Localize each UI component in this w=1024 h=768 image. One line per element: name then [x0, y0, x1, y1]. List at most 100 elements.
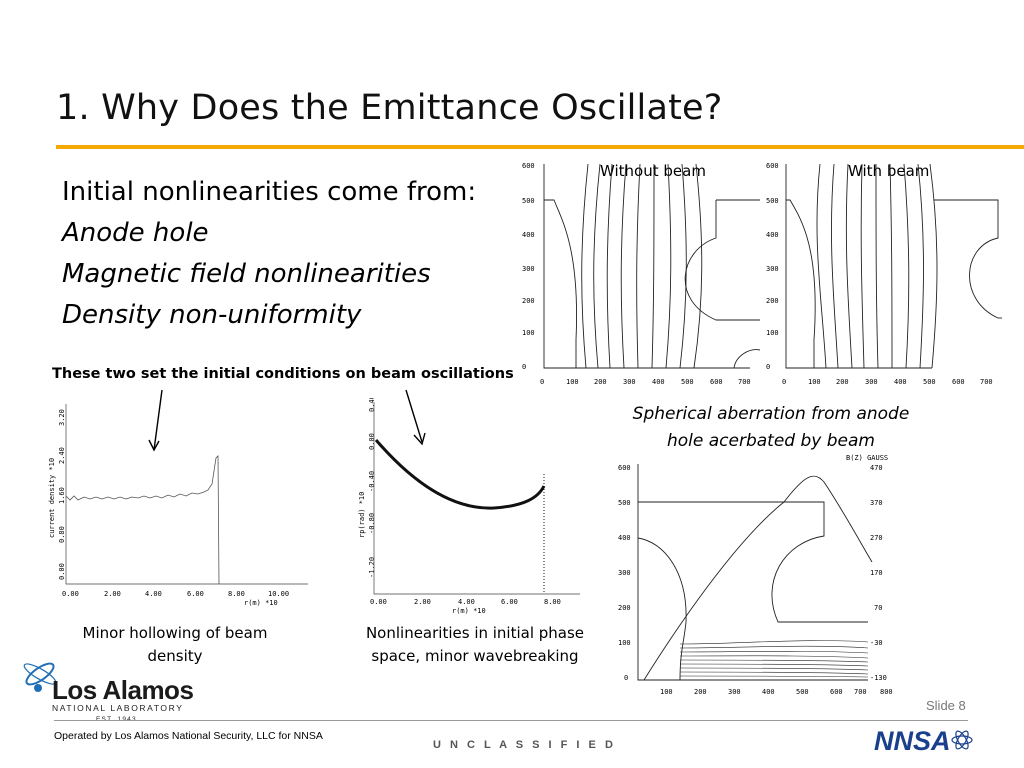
x-tick: 300	[623, 378, 636, 386]
title-underline	[56, 145, 1024, 149]
field-y-ticks-without-beam: 600 500 400 300 200 100 0	[522, 162, 535, 371]
y-tick: 100	[522, 329, 535, 337]
y-tick: 500	[766, 197, 779, 205]
density-x-tick: 0.00	[62, 590, 79, 598]
arrowhead-density	[148, 439, 160, 452]
x-tick: 700	[980, 378, 993, 386]
bz-left-tick: 0	[624, 674, 628, 682]
bz-left-tick: 100	[618, 639, 631, 647]
x-tick: 0	[540, 378, 544, 386]
bz-x-tick: 500	[796, 688, 809, 696]
phase-x-tick: 0.00	[370, 598, 387, 606]
caption-density-line: Minor hollowing of beam	[82, 624, 268, 642]
density-y-tick: 0.00	[58, 563, 66, 580]
current-density-plot: current density *10 0.00 0.80 1.60 2.40 …	[48, 404, 308, 607]
bz-x-tick: 800	[880, 688, 893, 696]
intro-text: Initial nonlinearities come from:	[62, 177, 477, 207]
density-x-tick: 10.00	[268, 590, 289, 598]
x-tick: 600	[952, 378, 965, 386]
bz-beam-trajectories	[679, 640, 869, 678]
electrode-geometry	[785, 164, 1002, 369]
field-plot-without-beam: 600 500 400 300 200 100 0 0 100 200 300 …	[522, 162, 760, 386]
density-xlabel: r(m) *10	[244, 599, 278, 607]
bullet-magnetic-field: Magnetic field nonlinearities	[62, 259, 431, 289]
caption-phase: Nonlinearities in initial phase space, m…	[350, 622, 600, 668]
bz-right-tick: -130	[870, 674, 887, 682]
density-x-tick: 8.00	[228, 590, 245, 598]
x-tick: 0	[782, 378, 786, 386]
x-tick: 100	[566, 378, 579, 386]
bz-x-tick: 200	[694, 688, 707, 696]
bz-curve	[643, 475, 873, 681]
spherical-aberration-caption: Spherical aberration from anode hole ace…	[606, 401, 936, 455]
arrowhead-phase	[413, 432, 426, 446]
y-tick: 300	[766, 265, 779, 273]
y-tick: 200	[766, 297, 779, 305]
density-y-tick: 2.40	[58, 447, 66, 464]
classification-label: U N C L A S S I F I E D	[433, 739, 616, 751]
field-lines-without-beam	[581, 163, 703, 369]
operated-by: Operated by Los Alamos National Security…	[54, 730, 323, 742]
slide-title: 1. Why Does the Emittance Oscillate?	[56, 88, 723, 128]
bz-right-tick: 270	[870, 534, 883, 542]
arrow-to-density	[153, 389, 163, 451]
field-x-ticks-with-beam: 0 100 200 300 400 500 600 700	[782, 378, 993, 386]
initial-conditions-note: These two set the initial conditions on …	[52, 366, 514, 382]
phase-curve	[374, 439, 546, 510]
caption-density: Minor hollowing of beam density	[50, 622, 300, 668]
density-x-tick: 4.00	[145, 590, 162, 598]
bz-right-tick: 470	[870, 464, 883, 472]
los-alamos-atom-icon	[23, 662, 57, 692]
phase-x-tick: 6.00	[501, 598, 518, 606]
x-tick: 200	[836, 378, 849, 386]
field-plot-with-beam: 600 500 400 300 200 100 0 0 100 200 300 …	[766, 162, 1002, 386]
x-tick: 400	[894, 378, 907, 386]
density-y-tick: 1.60	[58, 487, 66, 504]
bz-left-tick: 400	[618, 534, 631, 542]
x-tick: 700	[738, 378, 751, 386]
phase-ylabel: rp(rad) *10	[358, 492, 366, 538]
x-tick: 400	[652, 378, 665, 386]
spherical-caption-line: hole acerbated by beam	[667, 431, 875, 451]
phase-y-tick: -1.20	[368, 557, 376, 578]
caption-without-beam: Without beam	[600, 162, 706, 180]
bz-left-tick: 300	[618, 569, 631, 577]
phase-axes	[373, 402, 580, 595]
slide-number: Slide 8	[926, 698, 966, 713]
phase-xlabel: r(m) *10	[452, 607, 486, 615]
los-alamos-logo-text: Los Alamos	[52, 675, 194, 705]
bz-field-plot: B(Z) GAUSS 600 500 400 300 200 100 0 470…	[618, 454, 893, 696]
note-arrows	[148, 389, 426, 452]
footer-divider	[54, 720, 968, 721]
bz-header: B(Z) GAUSS	[846, 454, 888, 462]
density-curve	[65, 455, 220, 585]
bz-left-tick: 200	[618, 604, 631, 612]
bullet-list: Initial nonlinearities come from: Anode …	[62, 172, 476, 336]
electrode-geometry	[543, 164, 760, 369]
x-tick: 200	[594, 378, 607, 386]
bz-right-tick: -30	[870, 639, 883, 647]
density-ylabel: current density *10	[48, 458, 56, 538]
bz-x-tick: 600	[830, 688, 843, 696]
bz-x-tick: 300	[728, 688, 741, 696]
density-x-tick: 2.00	[104, 590, 121, 598]
caption-phase-line: Nonlinearities in initial phase	[365, 624, 585, 642]
density-axes	[65, 404, 308, 585]
x-tick: 500	[923, 378, 936, 386]
caption-with-beam: With beam	[848, 162, 930, 180]
bz-left-tick: 500	[618, 499, 631, 507]
x-tick: 300	[865, 378, 878, 386]
phase-y-tick: -0.80	[368, 513, 376, 534]
y-tick: 600	[766, 162, 779, 170]
y-tick: 500	[522, 197, 535, 205]
phase-x-tick: 8.00	[544, 598, 561, 606]
field-y-ticks-with-beam: 600 500 400 300 200 100 0	[766, 162, 779, 371]
y-tick: 400	[766, 231, 779, 239]
phase-space-plot: rp(rad) *10 0.40 0.00 -0.40 -0.80 -1.20 …	[358, 398, 580, 615]
bz-right-tick: 370	[870, 499, 883, 507]
x-tick: 600	[710, 378, 723, 386]
bz-x-tick: 700	[854, 688, 867, 696]
bz-left-tick: 600	[618, 464, 631, 472]
nnsa-logo-text: NNSA	[874, 726, 951, 754]
density-x-tick: 6.00	[187, 590, 204, 598]
